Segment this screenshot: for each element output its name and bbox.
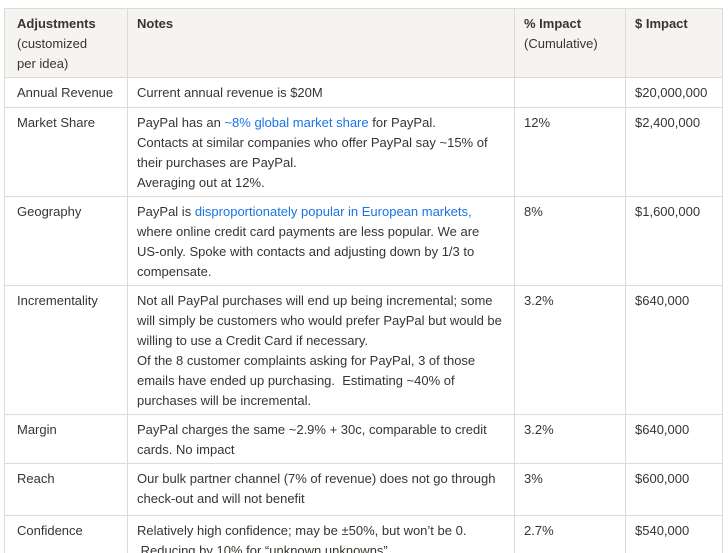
pct-impact-cell: 3.2%	[514, 285, 626, 415]
table-row-confidence: Confidence Relatively high confidence; m…	[4, 515, 723, 553]
impact-table: Adjustments (customized per idea) Notes …	[4, 8, 723, 553]
pct-impact-cell: 2.7%	[514, 515, 626, 553]
note-line: Reducing by 10% for “unknown unknowns”	[137, 541, 505, 553]
note-line: PayPal has an ~8% global market share fo…	[137, 113, 505, 133]
note-line: Our bulk partner channel (7% of revenue)…	[137, 469, 505, 509]
note-text: Averaging out at 12%.	[137, 175, 265, 190]
note-text: Contacts at similar companies who offer …	[137, 135, 488, 170]
note-line: Not all PayPal purchases will end up bei…	[137, 291, 505, 351]
pct-impact-cell	[514, 77, 626, 108]
note-line: PayPal is disproportionately popular in …	[137, 202, 505, 282]
note-line: Averaging out at 12%.	[137, 173, 505, 193]
note-text: Relatively high confidence; may be ±50%,…	[137, 523, 467, 538]
note-text: where online credit card payments are le…	[137, 224, 480, 279]
usd-impact-cell: $540,000	[625, 515, 723, 553]
adjustment-cell: Incrementality	[4, 285, 128, 415]
note-line: Contacts at similar companies who offer …	[137, 133, 505, 173]
note-line: Relatively high confidence; may be ±50%,…	[137, 521, 505, 541]
usd-impact-cell: $1,600,000	[625, 196, 723, 286]
usd-impact-cell: $640,000	[625, 414, 723, 464]
note-line: PayPal charges the same ~2.9% + 30c, com…	[137, 420, 505, 460]
note-text: PayPal charges the same ~2.9% + 30c, com…	[137, 422, 487, 457]
notes-cell: PayPal charges the same ~2.9% + 30c, com…	[127, 414, 515, 464]
header-usd-impact-title: $ Impact	[635, 16, 688, 31]
notes-cell: Current annual revenue is $20M	[127, 77, 515, 108]
note-text: for PayPal.	[368, 115, 436, 130]
notes-cell: Our bulk partner channel (7% of revenue)…	[127, 463, 515, 516]
header-pct-impact-title: % Impact	[524, 16, 582, 31]
geography-link[interactable]: disproportionately popular in European m…	[194, 204, 472, 219]
pct-impact-cell: 3%	[514, 463, 626, 516]
header-row: Adjustments (customized per idea) Notes …	[4, 8, 723, 78]
header-pct-impact-sub: (Cumulative)	[524, 36, 598, 51]
adjustment-cell: Reach	[4, 463, 128, 516]
note-text: PayPal has an	[137, 115, 225, 130]
note-line: Current annual revenue is $20M	[137, 83, 505, 103]
adjustment-cell: Market Share	[4, 107, 128, 197]
table-row-reach: Reach Our bulk partner channel (7% of re…	[4, 463, 723, 516]
note-line: Of the 8 customer complaints asking for …	[137, 351, 505, 411]
pct-impact-cell: 3.2%	[514, 414, 626, 464]
notes-cell: PayPal has an ~8% global market share fo…	[127, 107, 515, 197]
note-text: Of the 8 customer complaints asking for …	[137, 353, 476, 408]
usd-impact-cell: $640,000	[625, 285, 723, 415]
usd-impact-cell: $2,400,000	[625, 107, 723, 197]
notes-cell: Relatively high confidence; may be ±50%,…	[127, 515, 515, 553]
header-adjustments-sub-line1: (customized	[17, 36, 88, 51]
adjustment-cell: Annual Revenue	[4, 77, 128, 108]
header-pct-impact: % Impact (Cumulative)	[514, 8, 626, 78]
table-row-incrementality: Incrementality Not all PayPal purchases …	[4, 285, 723, 415]
adjustment-cell: Margin	[4, 414, 128, 464]
header-adjustments-sub-line2: per idea)	[17, 56, 69, 71]
note-text: PayPal is	[137, 204, 195, 219]
table-row-margin: Margin PayPal charges the same ~2.9% + 3…	[4, 414, 723, 464]
note-text: Current annual revenue is $20M	[137, 85, 323, 100]
adjustment-cell: Confidence	[4, 515, 128, 553]
table-row-annual-revenue: Annual Revenue Current annual revenue is…	[4, 77, 723, 108]
adjustment-cell: Geography	[4, 196, 128, 286]
note-text: Our bulk partner channel (7% of revenue)…	[137, 471, 496, 506]
note-text: Not all PayPal purchases will end up bei…	[137, 293, 502, 348]
table-row-market-share: Market Share PayPal has an ~8% global ma…	[4, 107, 723, 197]
pct-impact-cell: 12%	[514, 107, 626, 197]
notes-cell: Not all PayPal purchases will end up bei…	[127, 285, 515, 415]
note-text: Reducing by 10% for “unknown unknowns”	[137, 543, 388, 553]
usd-impact-cell: $20,000,000	[625, 77, 723, 108]
table-row-geography: Geography PayPal is disproportionately p…	[4, 196, 723, 286]
header-notes-title: Notes	[137, 16, 174, 31]
usd-impact-cell: $600,000	[625, 463, 723, 516]
header-usd-impact: $ Impact	[625, 8, 723, 78]
header-adjustments-title: Adjustments	[17, 16, 96, 31]
pct-impact-cell: 8%	[514, 196, 626, 286]
notes-cell: PayPal is disproportionately popular in …	[127, 196, 515, 286]
header-notes: Notes	[127, 8, 515, 78]
header-adjustments: Adjustments (customized per idea)	[4, 8, 128, 78]
market-share-link[interactable]: ~8% global market share	[224, 115, 369, 130]
